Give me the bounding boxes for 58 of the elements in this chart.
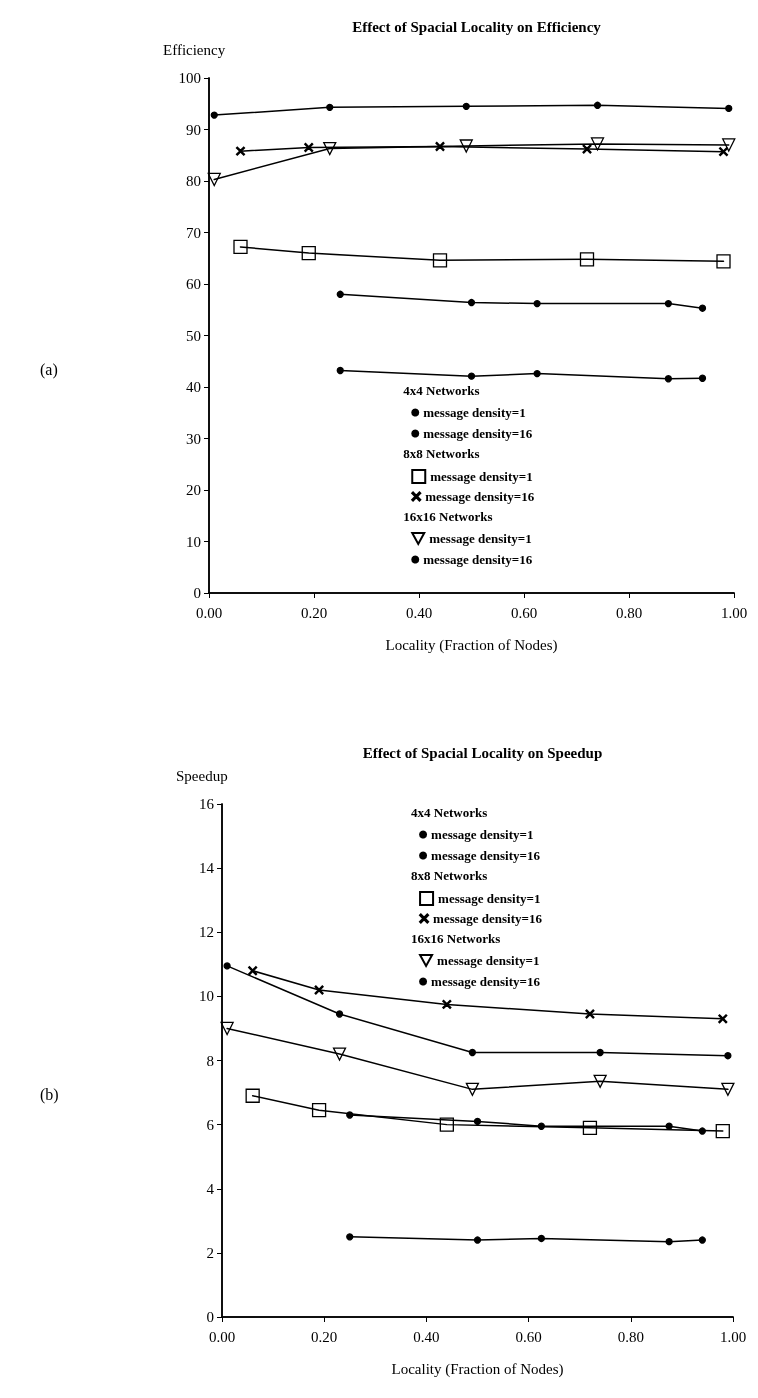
y-tick-label: 12 bbox=[199, 924, 214, 941]
x-tick-label: 0.80 bbox=[617, 1328, 644, 1345]
annotation: 4x4 Networks bbox=[411, 805, 488, 820]
y-tick-label: 10 bbox=[186, 533, 201, 550]
y-tick-label: 80 bbox=[186, 173, 201, 189]
annotation: 8x8 Networks bbox=[403, 446, 480, 461]
y-tick-label: 70 bbox=[186, 224, 201, 241]
legend-label: message density=16 bbox=[425, 489, 535, 504]
chart-title: Effect of Spacial Locality on Speedup bbox=[362, 744, 603, 761]
legend-label: message density=1 bbox=[438, 891, 541, 906]
legend-label: message density=16 bbox=[433, 911, 543, 926]
legend-label: message density=1 bbox=[423, 405, 526, 420]
x-tick-label: 1.00 bbox=[720, 604, 748, 621]
x-tick-label: 0.20 bbox=[300, 604, 328, 621]
annotation: 4x4 Networks bbox=[403, 383, 480, 398]
y-tick-label: 90 bbox=[186, 121, 201, 138]
chart-title: Effect of Spacial Locality on Efficiency bbox=[352, 18, 602, 35]
y-axis-title: Efficiency bbox=[163, 41, 226, 58]
y-tick-label: 40 bbox=[186, 379, 201, 395]
x-tick-label: 0.60 bbox=[515, 1328, 542, 1345]
y-tick-label: 2 bbox=[206, 1244, 214, 1261]
x-tick-label: 0.60 bbox=[510, 604, 538, 621]
y-tick-label: 30 bbox=[186, 430, 201, 447]
x-tick-label: 0.00 bbox=[195, 604, 223, 621]
y-tick-label: 0 bbox=[193, 585, 201, 601]
y-axis-title: Speedup bbox=[176, 767, 228, 784]
legend-label: message density=16 bbox=[423, 552, 533, 567]
x-tick-label: 0.80 bbox=[615, 604, 643, 621]
annotation: 8x8 Networks bbox=[411, 868, 488, 883]
x-axis-title: Locality (Fraction of Nodes) bbox=[385, 636, 558, 654]
x-tick-label: 0.00 bbox=[208, 1328, 236, 1345]
legend-label: message density=16 bbox=[431, 848, 541, 863]
annotation: 16x16 Networks bbox=[411, 931, 501, 946]
y-tick-label: 4 bbox=[206, 1180, 215, 1197]
y-tick-label: 16 bbox=[199, 796, 215, 812]
legend-label: message density=1 bbox=[437, 953, 540, 968]
annotation: 16x16 Networks bbox=[403, 509, 493, 524]
y-tick-label: 20 bbox=[186, 482, 201, 498]
y-tick-label: 100 bbox=[178, 70, 201, 86]
legend-label: message density=1 bbox=[431, 827, 534, 842]
x-axis-title: Locality (Fraction of Nodes) bbox=[391, 1360, 564, 1378]
y-tick-label: 14 bbox=[199, 860, 215, 877]
legend-label: message density=16 bbox=[423, 426, 533, 441]
text: (b) bbox=[40, 1085, 59, 1104]
x-tick-label: 0.20 bbox=[311, 1328, 338, 1345]
y-tick-label: 6 bbox=[206, 1116, 215, 1133]
y-tick-label: 50 bbox=[186, 327, 201, 344]
x-tick-label: 1.00 bbox=[719, 1328, 747, 1345]
x-tick-label: 0.40 bbox=[405, 604, 433, 621]
y-tick-label: 8 bbox=[206, 1052, 214, 1069]
y-tick-label: 60 bbox=[186, 276, 201, 292]
x-tick-label: 0.40 bbox=[413, 1328, 440, 1345]
y-tick-label: 10 bbox=[199, 988, 214, 1005]
legend-label: message density=1 bbox=[429, 531, 532, 546]
text: (a) bbox=[40, 360, 58, 379]
legend-label: message density=1 bbox=[430, 469, 533, 484]
legend-label: message density=16 bbox=[431, 974, 541, 989]
y-tick-label: 0 bbox=[206, 1309, 214, 1325]
